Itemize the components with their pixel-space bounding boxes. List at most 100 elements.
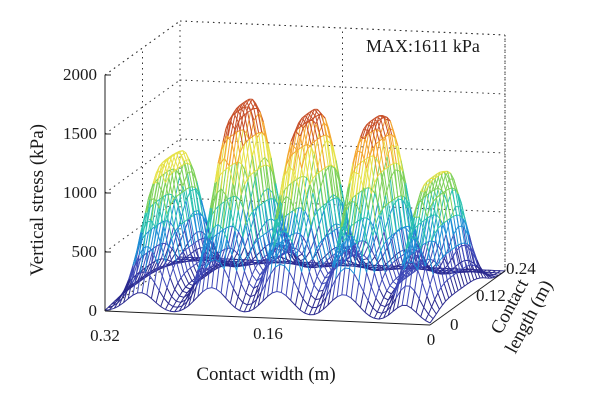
surface-line — [187, 271, 192, 281]
surface-line — [170, 307, 173, 312]
surface-line — [234, 289, 239, 297]
surface-line — [319, 170, 322, 172]
surface-line — [162, 276, 167, 288]
surface-line — [365, 312, 370, 316]
surface-line — [390, 164, 393, 166]
surface-line — [398, 257, 401, 259]
surface-line — [281, 266, 284, 293]
surface-line — [390, 282, 393, 286]
surface-line — [416, 299, 419, 312]
surface-line — [378, 251, 381, 261]
surface-line — [387, 291, 392, 294]
surface-line — [330, 248, 335, 252]
surface-line — [415, 270, 418, 291]
surface-line — [439, 305, 442, 309]
surface-line — [272, 292, 277, 294]
surface-line — [260, 235, 263, 237]
z-tick-labels: 0 500 1000 1500 2000 — [63, 65, 97, 320]
surface-line — [164, 227, 169, 249]
surface-line — [184, 274, 189, 284]
surface-line — [173, 301, 176, 306]
surface-line — [370, 316, 375, 318]
surface-line — [421, 307, 424, 316]
surface-line — [368, 287, 371, 301]
surface-line — [263, 233, 266, 235]
surface-line — [232, 130, 235, 144]
surface-line — [447, 278, 450, 281]
surface-line — [372, 250, 375, 257]
surface-line — [240, 311, 245, 312]
surface-line — [186, 188, 189, 190]
surface-line — [281, 293, 286, 296]
surface-line — [477, 278, 480, 279]
z-tick-500: 500 — [72, 242, 98, 261]
surface-line — [429, 314, 434, 319]
surface-line — [289, 272, 294, 281]
surface-line — [164, 298, 169, 304]
surface-line — [401, 254, 404, 256]
surface-line — [301, 259, 306, 261]
surface-line — [356, 282, 359, 302]
surface-line — [312, 300, 315, 308]
surface-line — [265, 200, 268, 202]
z-tick-0: 0 — [89, 301, 98, 320]
surface-line — [170, 311, 175, 312]
surface-line — [159, 291, 164, 298]
surface-line — [175, 283, 178, 289]
surface-line — [429, 241, 432, 252]
surface-line — [441, 288, 446, 302]
surface-line — [311, 295, 316, 300]
surface-line — [452, 247, 455, 249]
surface-line — [432, 300, 435, 307]
surface-line — [377, 305, 380, 312]
surface-line — [179, 296, 184, 297]
surface-line — [373, 298, 376, 308]
surface-line — [297, 254, 302, 257]
surface-line — [393, 278, 396, 281]
surface-line — [415, 291, 420, 299]
x-tick-labels: 0.32 0.16 0 — [90, 324, 435, 349]
surface-line — [237, 197, 240, 201]
surface-line — [300, 310, 305, 313]
surface-line — [244, 311, 249, 312]
surface-line — [241, 284, 246, 293]
surface-line — [150, 276, 155, 283]
surface-line — [452, 293, 455, 295]
surface-line — [172, 289, 175, 296]
surface-line — [328, 233, 331, 235]
surface-line — [368, 301, 373, 308]
x-tick-0-32: 0.32 — [90, 326, 120, 345]
surface-line — [244, 305, 247, 312]
surface-line — [320, 135, 323, 137]
surface-line — [176, 301, 181, 302]
surface-line — [455, 291, 458, 293]
surface-line — [381, 298, 384, 305]
surface-line — [252, 275, 257, 281]
surface-line — [443, 301, 446, 305]
surface-line — [305, 211, 308, 218]
surface-line — [411, 308, 416, 312]
surface-line — [161, 298, 164, 307]
surface-line — [362, 139, 365, 153]
surface-line — [368, 210, 373, 236]
surface-line — [316, 291, 319, 299]
surface-line — [419, 299, 424, 307]
surface-line — [342, 268, 345, 295]
surface-line — [416, 312, 421, 316]
z-tick-1000: 1000 — [63, 183, 97, 202]
surface-line — [436, 309, 439, 314]
surface-line — [433, 275, 438, 293]
surface-line — [368, 194, 371, 210]
surface-line — [277, 264, 280, 291]
surface-line — [299, 290, 304, 298]
surface-line — [151, 299, 156, 303]
surface-line — [167, 278, 170, 288]
surface-line — [345, 268, 350, 269]
surface-line — [354, 172, 359, 174]
surface-line — [156, 291, 159, 303]
surface-line — [435, 300, 440, 310]
surface-line — [411, 291, 414, 308]
surface-line — [159, 276, 162, 291]
surface-line — [156, 303, 161, 307]
surface-line — [169, 297, 172, 304]
